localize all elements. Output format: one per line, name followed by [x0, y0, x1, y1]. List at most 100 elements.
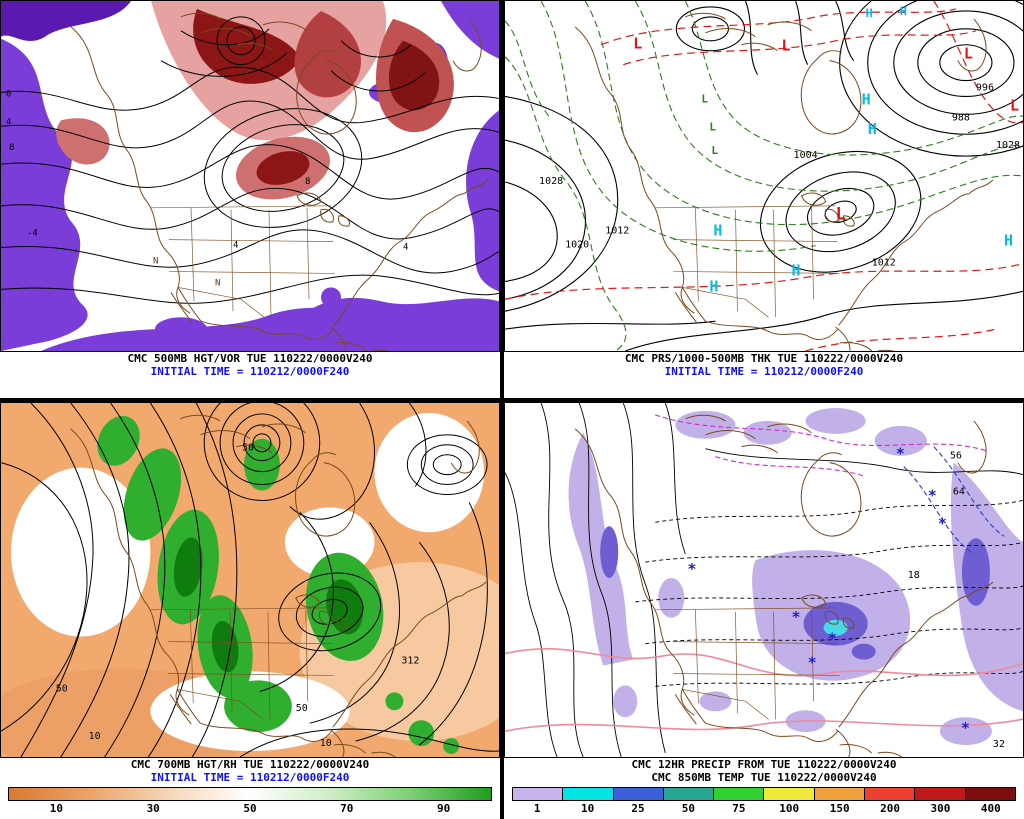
colorbar-segment: [612, 788, 663, 800]
snow-marker: *: [961, 719, 970, 737]
contour-label: 1012: [605, 226, 629, 237]
map-700mb-hgt-rh: 50 50 50 312 10 10: [0, 402, 500, 758]
snow-marker: *: [687, 560, 696, 578]
pressure-center-label: L: [711, 144, 718, 157]
colorbar-segment: [914, 788, 965, 800]
contour-label: 1020: [565, 240, 589, 251]
precip-colorbar-labels: 1 10 25 50 75 100 150 200 300 400: [512, 802, 1016, 815]
contour-label: 1028: [539, 176, 563, 187]
colorbar-segment: [864, 788, 915, 800]
contour-label: 0: [6, 89, 11, 99]
map-caption: CMC 700MB HGT/RH TUE 110222/0000V240: [130, 758, 370, 771]
freezing-line-pink: [505, 648, 1023, 732]
pressure-center-label: H: [792, 261, 801, 279]
contour-label: 50: [242, 443, 254, 454]
contour-label: 10: [89, 731, 101, 742]
map-caption: CMC 12HR PRECIP FROM TUE 110222/0000V240: [631, 758, 897, 771]
pressure-center-label: L: [633, 35, 642, 53]
contour-label: 312: [401, 656, 419, 667]
map-500mb-hgt-vor: 0 4 8 -4 4 8 4 N N: [0, 0, 500, 352]
rh-shading-variation: [1, 412, 499, 757]
panel-prs-thk: 1028 1020 1012 1004 1012 996 988 1028 H H H H H H H H L L…: [504, 0, 1024, 398]
snow-marker: *: [896, 445, 905, 463]
map-caption: CMC 500MB HGT/VOR TUE 110222/0000V240: [127, 352, 373, 365]
panel-700mb-hgt-rh: 50 50 50 312 10 10 CMC 700MB HGT/RH TUE 11022…: [0, 402, 500, 819]
panel-500mb-hgt-vor: 0 4 8 -4 4 8 4 N N CMC 500MB HGT/VOR TUE 110222/…: [0, 0, 500, 398]
contour-label: 988: [952, 112, 970, 123]
pressure-center-label: H: [713, 222, 722, 240]
rh-colorbar-labels: 10 30 50 70 90: [8, 802, 492, 815]
snow-marker: *: [928, 487, 937, 505]
colorbar-label: 100: [779, 802, 800, 815]
contour-label: 50: [296, 703, 308, 714]
colorbar-label: 10: [580, 802, 595, 815]
panel-precip-850temp: 56 64 18 32 * * * * * * * * CMC 12HR PRECIP FROM TU…: [504, 402, 1024, 819]
contour-label: 56: [950, 451, 962, 462]
temp-contours-magenta: [655, 414, 987, 478]
colorbar-segment: [763, 788, 814, 800]
vorticity-red-shading: [56, 1, 454, 200]
map-caption-secondary: CMC 850MB TEMP TUE 110222/0000V240: [651, 771, 877, 784]
colorbar-label: 1: [533, 802, 541, 815]
contour-label: 996: [976, 83, 994, 94]
pressure-center-label: H: [866, 6, 873, 20]
snow-marker: *: [808, 654, 817, 672]
contour-label: 18: [908, 570, 920, 581]
temp-contours-dashed: [635, 500, 1023, 687]
snow-marker: *: [828, 630, 837, 648]
thickness-contours-green: [505, 1, 1023, 351]
pressure-center-label: L: [836, 204, 846, 224]
contour-label: 8: [305, 177, 310, 187]
rh-colorbar-bar: [8, 787, 492, 801]
pressure-center-label: H: [868, 120, 877, 138]
contour-label: 10: [320, 738, 332, 749]
colorbar-label: 10: [49, 802, 64, 815]
map-caption: CMC PRS/1000-500MB THK TUE 110222/0000V2…: [624, 352, 904, 365]
colorbar-segment: [813, 788, 865, 800]
pressure-center-label: H: [709, 277, 718, 295]
rh-saturated-shading: [173, 537, 364, 673]
snow-marker: *: [792, 608, 801, 626]
colorbar-segment: [662, 788, 714, 800]
colorbar-segment: [513, 788, 563, 800]
map-initial-time: INITIAL TIME = 110212/0000F240: [664, 365, 864, 378]
pressure-center-label: L: [709, 120, 716, 133]
colorbar-label: 300: [930, 802, 951, 815]
pressure-center-label: L: [964, 45, 973, 63]
contour-label: -4: [27, 229, 38, 239]
colorbar-label: 150: [829, 802, 850, 815]
pressure-center-label: H: [900, 4, 907, 18]
precip-colorbar: 1 10 25 50 75 100 150 200 300 400: [512, 787, 1016, 815]
colorbar-label: 50: [243, 802, 257, 815]
temp-contours-solid: [505, 403, 1023, 757]
colorbar-segment: [562, 788, 613, 800]
colorbar-label: 200: [880, 802, 900, 815]
colorbar-label: 30: [146, 802, 160, 815]
contour-label: 1004: [794, 150, 818, 161]
contour-label: 4: [233, 241, 238, 251]
pressure-center-label: L: [1010, 96, 1019, 114]
thickness-contours-red: [505, 1, 1023, 351]
height-contours: [1, 16, 499, 304]
colorbar-label: 50: [681, 802, 696, 815]
colorbar-label: 90: [436, 802, 451, 815]
horizontal-divider: [0, 398, 1024, 402]
pressure-center-label: N: [153, 257, 158, 267]
colorbar-label: 25: [631, 802, 645, 815]
pressure-center-label: L: [701, 92, 708, 105]
contour-label: 64: [953, 487, 965, 498]
contour-label: 4: [403, 243, 408, 253]
colorbar-label: 70: [340, 802, 354, 815]
map-initial-time: INITIAL TIME = 110212/0000F240: [150, 365, 350, 378]
contour-label: 32: [993, 739, 1005, 750]
contour-label: 1028: [996, 140, 1020, 151]
pressure-center-label: H: [1004, 232, 1013, 250]
rh-colorbar: 10 30 50 70 90: [8, 787, 492, 815]
colorbar-label: 75: [732, 802, 746, 815]
vertical-divider: [500, 0, 504, 819]
contour-label: 50: [56, 683, 68, 694]
colorbar-segment: [964, 788, 1015, 800]
